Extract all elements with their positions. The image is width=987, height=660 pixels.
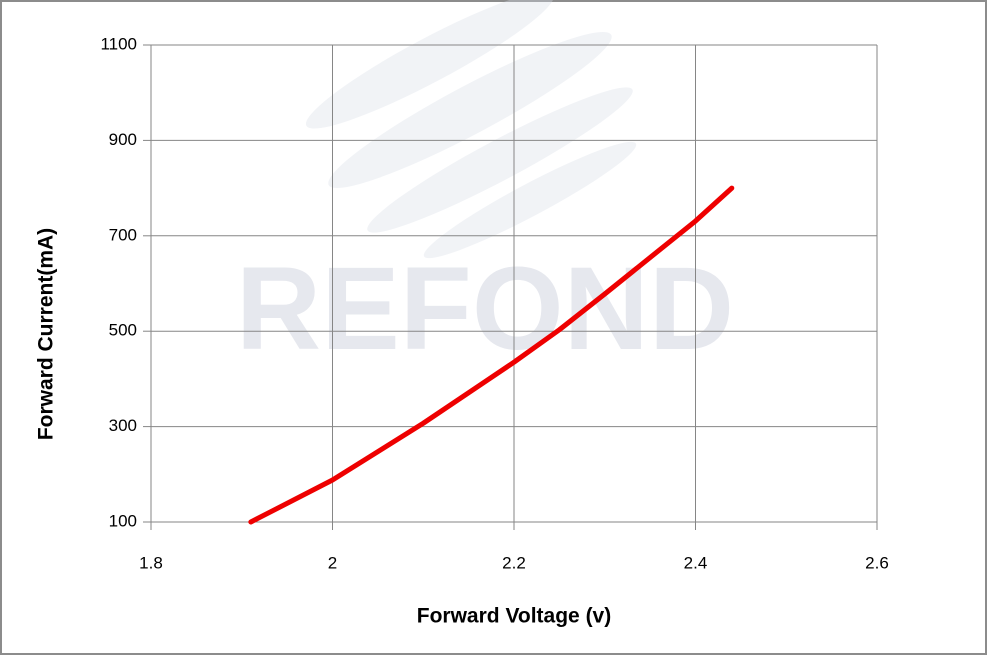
watermark-streaks <box>305 0 637 259</box>
watermark: REFOND <box>236 243 734 375</box>
x-tick-label: 1.8 <box>139 553 163 572</box>
y-tick-label: 1100 <box>100 34 137 53</box>
y-tick-label: 900 <box>109 130 137 149</box>
y-tick-label: 700 <box>109 225 137 244</box>
x-tick-label: 2.2 <box>502 553 526 572</box>
y-tick-label: 500 <box>109 321 137 340</box>
y-axis-label: Forward Current(mA) <box>35 228 58 440</box>
y-tick-label: 100 <box>109 511 137 530</box>
y-tick-label: 300 <box>109 416 137 435</box>
x-tick-label: 2 <box>328 553 337 572</box>
x-tick-label: 2.6 <box>865 553 889 572</box>
x-axis-label: Forward Voltage (v) <box>417 605 611 628</box>
x-tick-label: 2.4 <box>684 553 708 572</box>
data-line <box>248 185 735 525</box>
